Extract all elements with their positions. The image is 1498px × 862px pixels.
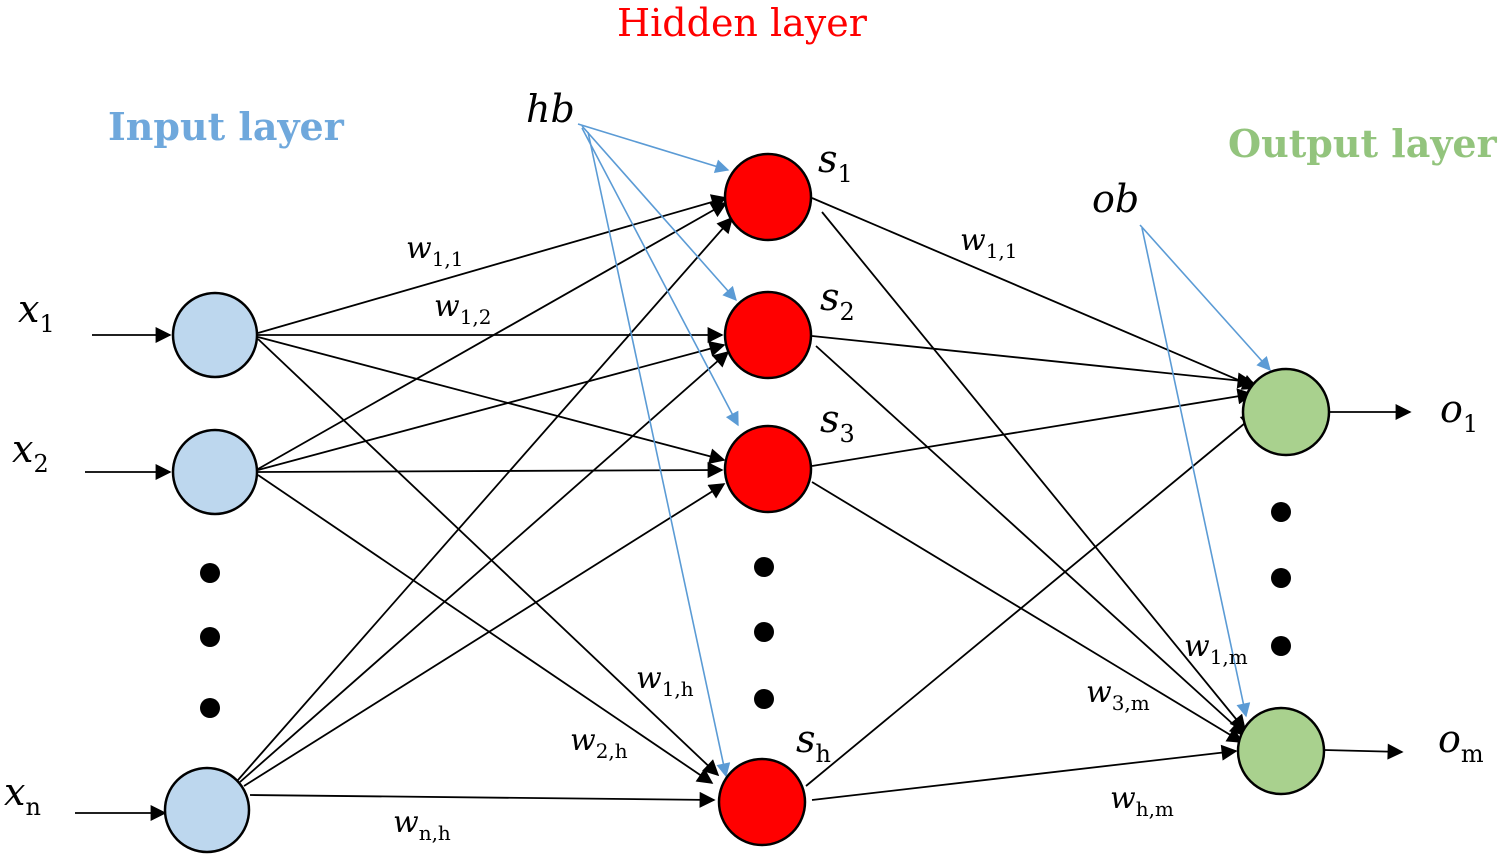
weight-label-w1h: w1,h (636, 661, 694, 701)
weight-label-whm: wh,m (1110, 781, 1174, 821)
weight-label-w1m: w1,m (1184, 629, 1248, 669)
output-bias-arrows (1139, 224, 1271, 718)
input-feed-arrows (75, 327, 172, 821)
input-nodes (163, 291, 259, 854)
hidden-label-2: s2 (820, 275, 855, 326)
output-ellipsis-dots (1271, 502, 1291, 656)
hidden-node-1 (723, 152, 813, 242)
hidden-bias-label: hb (526, 87, 575, 131)
output-bias-label: ob (1092, 177, 1139, 221)
weight-label-w11-input: w1,1 (406, 231, 464, 271)
hidden-ellipsis-dots (754, 557, 774, 709)
input-label-1: x1 (18, 287, 55, 338)
hidden-node-2 (723, 290, 813, 380)
input-ellipsis-dots (200, 563, 220, 718)
input-node-2 (171, 428, 259, 516)
output-arrows (1323, 404, 1412, 760)
weight-label-w12-input: w1,2 (434, 289, 492, 329)
hidden-bias-arrows (577, 123, 739, 778)
output-layer-title: Output layer (1228, 121, 1498, 166)
input-node-1 (171, 291, 259, 379)
output-node-m (1236, 706, 1326, 796)
hidden-layer-title: Hidden layer (617, 1, 868, 45)
hidden-label-1: s1 (818, 137, 853, 188)
input-hidden-connections (237, 194, 734, 808)
input-label-2: x2 (12, 427, 49, 478)
weight-label-w11-output: w1,1 (960, 223, 1018, 263)
output-nodes (1236, 367, 1331, 796)
input-label-n: xn (4, 770, 41, 821)
input-layer-title: Input layer (108, 104, 345, 149)
hidden-label-3: s3 (820, 397, 855, 448)
output-label-1: o1 (1440, 387, 1478, 438)
hidden-output-connections (805, 197, 1259, 801)
output-label-m: om (1438, 717, 1484, 768)
hidden-nodes (717, 152, 813, 847)
hidden-node-h (717, 757, 807, 847)
hidden-label-h: sh (796, 717, 831, 768)
weight-label-w2h: w2,h (570, 723, 628, 763)
weight-label-wnh: wn,h (393, 805, 451, 845)
weight-label-w3m: w3,m (1086, 675, 1150, 715)
input-node-n (163, 766, 251, 854)
output-node-1 (1241, 367, 1331, 457)
hidden-node-3 (723, 424, 813, 514)
